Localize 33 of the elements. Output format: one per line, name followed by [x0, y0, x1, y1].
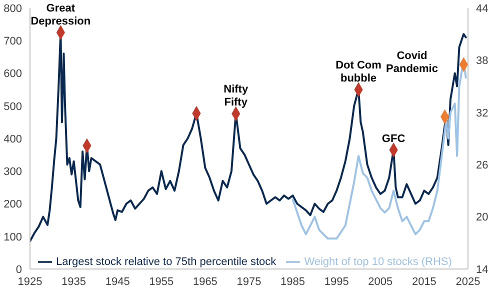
y-tick-label: 0: [16, 264, 22, 276]
y-tick-label: 300: [4, 166, 22, 178]
x-tick-label: 1935: [62, 276, 86, 288]
x-tick-label: 1995: [324, 276, 349, 288]
y-tick-label: 600: [4, 68, 22, 80]
x-tick-label: 1925: [18, 276, 42, 288]
legend-label: Largest stock relative to 75th percentile stock: [56, 256, 276, 268]
annotation: Great Depression: [30, 2, 91, 28]
annotation: Dot Com bubble: [336, 60, 382, 85]
annotation: GFC: [382, 132, 406, 145]
y-tick-label: 200: [4, 198, 22, 211]
x-tick-label: 2025: [456, 276, 480, 288]
y2-tick-label: 20: [476, 212, 488, 224]
y-tick-label: 500: [4, 100, 22, 113]
x-tick-label: 1965: [192, 276, 218, 288]
y-tick-label: 400: [4, 133, 22, 146]
x-tick-label: 1955: [149, 276, 174, 288]
x-tick-label: 1975: [236, 276, 262, 288]
y2-tick-label: 32: [476, 107, 488, 120]
y-tick-label: 800: [4, 2, 22, 15]
y-tick-label: 100: [4, 231, 22, 244]
y2-tick-label: 38: [476, 55, 488, 68]
y2-tick-label: 44: [476, 2, 488, 15]
annotation: Covid Pandemic: [386, 50, 438, 75]
y2-tick-label: 14: [476, 264, 488, 276]
y2-tick-label: 26: [476, 160, 488, 172]
x-tick-label: 2015: [412, 276, 436, 288]
legend-label: Weight of top 10 stocks (RHS): [304, 256, 452, 268]
annotation: Nifty Fifty: [224, 84, 249, 109]
x-tick-label: 1945: [105, 276, 130, 288]
x-tick-label: 2005: [368, 276, 393, 288]
x-tick-label: 1985: [280, 276, 306, 288]
y-tick-label: 700: [4, 36, 22, 48]
